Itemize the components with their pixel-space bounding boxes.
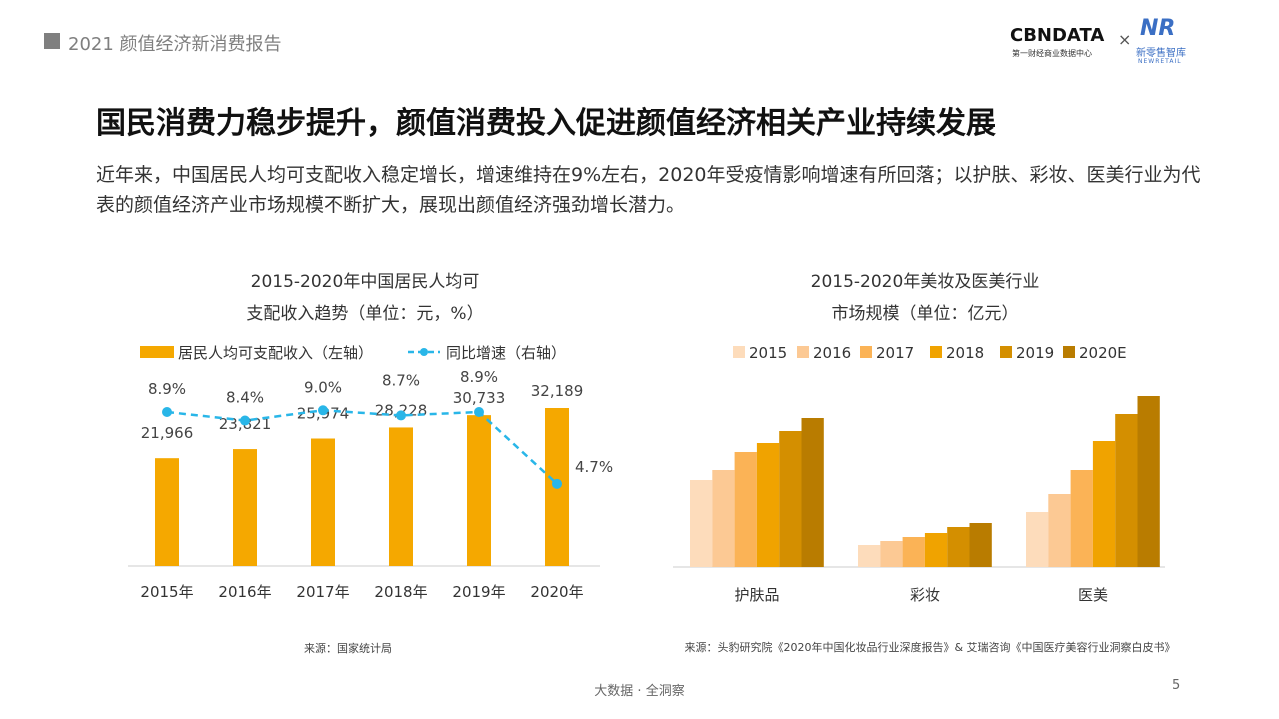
growth-point <box>552 478 562 489</box>
x-tick-label: 2015年 <box>140 583 193 601</box>
legend-label: 2017 <box>876 344 914 362</box>
income-bar <box>155 458 179 566</box>
chart2-source: 来源：头豹研究院《2020年中国化妆品行业深度报告》& 艾瑞咨询《中国医疗美容行… <box>684 641 1176 654</box>
bar-value-label: 32,189 <box>531 382 584 400</box>
market-bar <box>779 431 802 567</box>
income-bar <box>467 415 491 566</box>
growth-label: 8.4% <box>226 389 264 407</box>
legend-swatch <box>797 346 809 358</box>
market-bar <box>1026 512 1049 567</box>
legend-bar-swatch <box>140 346 174 358</box>
footer-slogan: 大数据 · 全洞察 <box>594 684 685 699</box>
category-label: 彩妆 <box>910 586 940 604</box>
market-bar <box>902 537 925 567</box>
bar-value-label: 21,966 <box>141 424 194 442</box>
market-bar <box>947 527 970 567</box>
growth-label: 8.9% <box>148 380 186 398</box>
market-bar <box>1092 441 1116 567</box>
legend-label: 2020E <box>1079 344 1127 362</box>
legend-bar-label: 居民人均可支配收入（左轴） <box>178 344 373 362</box>
growth-line <box>166 409 558 485</box>
growth-point <box>162 407 172 417</box>
cbndata-logo-sub: 第一财经商业数据中心 <box>1012 49 1092 58</box>
market-bar <box>1070 470 1093 567</box>
market-bar <box>690 480 713 567</box>
chart1-source: 来源：国家统计局 <box>304 642 392 655</box>
chart1-title-line2: 支配收入趋势（单位：元，%） <box>246 304 484 324</box>
chart2-title-line2: 市场规模（单位：亿元） <box>831 304 1019 324</box>
income-bar <box>233 449 257 566</box>
description: 近年来，中国居民人均可支配收入稳定增长，增速维持在9%左右，2020年受疫情影响… <box>96 164 1201 216</box>
bar-value-label: 30,733 <box>453 389 506 407</box>
header-marker <box>44 33 60 49</box>
legend-label: 2016 <box>813 344 851 362</box>
legend-label: 2019 <box>1016 344 1054 362</box>
market-bar <box>712 470 735 567</box>
legend-line-label: 同比增速（右轴） <box>446 344 566 362</box>
market-bar <box>1115 414 1138 567</box>
x-tick-label: 2016年 <box>218 583 271 601</box>
legend-swatch <box>1000 346 1012 358</box>
x-tick-label: 2019年 <box>452 583 505 601</box>
category-label: 医美 <box>1078 586 1108 604</box>
growth-label: 9.0% <box>304 378 342 396</box>
legend-swatch <box>860 346 872 358</box>
market-bar <box>969 523 992 567</box>
newretail-logo: NR <box>1140 16 1176 41</box>
x-tick-label: 2017年 <box>296 583 349 601</box>
growth-label: 4.7% <box>575 458 613 476</box>
logo-separator: × <box>1118 30 1132 49</box>
legend-swatch <box>930 346 942 358</box>
growth-label: 8.7% <box>382 371 420 389</box>
chart1-title: 2015-2020年中国居民人均可 支配收入趋势（单位：元，%） <box>130 266 600 330</box>
growth-point <box>318 405 328 416</box>
page-title: 国民消费力稳步提升，颜值消费投入促进颜值经济相关产业持续发展 <box>96 106 996 141</box>
category-label: 护肤品 <box>734 586 779 604</box>
legend-label: 2015 <box>749 344 787 362</box>
income-bar <box>389 427 413 566</box>
growth-point <box>474 407 484 417</box>
newretail-logo-en: NEWRETAIL <box>1138 58 1182 65</box>
market-bar <box>880 541 903 567</box>
market-bar <box>801 418 824 567</box>
chart1-title-line1: 2015-2020年中国居民人均可 <box>250 272 480 292</box>
market-bar <box>1137 396 1160 567</box>
legend-swatch <box>1063 346 1075 358</box>
legend-label: 2018 <box>946 344 984 362</box>
x-tick-label: 2018年 <box>374 583 427 601</box>
chart2-title: 2015-2020年美妆及医美行业 市场规模（单位：亿元） <box>690 266 1160 330</box>
growth-point <box>240 415 250 426</box>
cbndata-logo: CBNDATA <box>1010 25 1105 46</box>
page-number: 5 <box>1172 678 1181 693</box>
chart2-title-line1: 2015-2020年美妆及医美行业 <box>810 272 1040 292</box>
newretail-logo-cn: 新零售智库 <box>1136 48 1186 59</box>
market-bar <box>734 452 757 567</box>
report-title: 2021 颜值经济新消费报告 <box>68 34 282 55</box>
market-bar <box>1048 494 1071 567</box>
legend-swatch <box>733 346 745 358</box>
income-bar <box>311 438 335 566</box>
growth-point <box>396 410 406 421</box>
market-bar <box>858 545 881 567</box>
market-bar <box>924 533 948 567</box>
growth-label: 8.9% <box>460 368 498 386</box>
x-tick-label: 2020年 <box>530 583 583 601</box>
market-bar <box>756 443 780 567</box>
legend-line-marker <box>420 348 428 356</box>
